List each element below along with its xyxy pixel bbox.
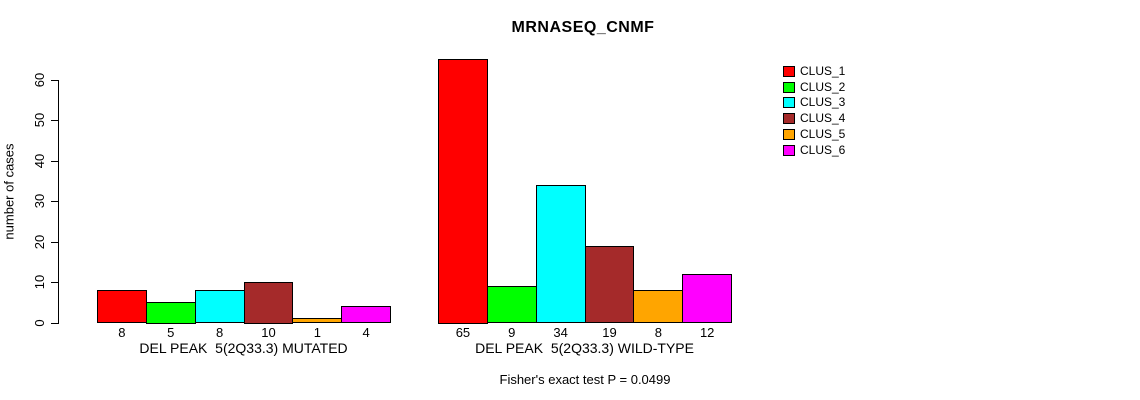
- fisher-test-caption: Fisher's exact test P = 0.0499: [499, 372, 671, 387]
- bar-value-label: 19: [602, 325, 617, 340]
- y-axis-label: number of cases: [1, 143, 17, 240]
- y-tick-label: 10: [32, 274, 47, 290]
- legend-color-box: [783, 128, 795, 140]
- legend-color-box: [783, 66, 795, 77]
- legend-color-box: [783, 81, 795, 93]
- legend-label: CLUS_6: [800, 142, 846, 157]
- group-label: DEL PEAK 5(2Q33.3) MUTATED: [139, 340, 348, 356]
- legend-color-box: [783, 144, 795, 156]
- y-tick-mark: [51, 241, 58, 243]
- bar: [682, 273, 733, 324]
- y-tick-label: 60: [32, 72, 47, 87]
- y-tick-label: 20: [32, 234, 47, 249]
- bar-value-label: 65: [455, 325, 471, 340]
- bar: [341, 306, 392, 324]
- bar-value-label: 10: [261, 325, 276, 340]
- bar-value-label: 8: [215, 325, 224, 340]
- bar: [243, 282, 294, 324]
- bar-value-label: 8: [118, 325, 126, 340]
- y-axis-line: [58, 79, 59, 324]
- y-tick-mark: [51, 201, 58, 202]
- bar-value-label: 12: [699, 325, 715, 340]
- legend-label: CLUS_2: [800, 79, 846, 94]
- bar-value-label: 1: [313, 325, 321, 340]
- bar: [97, 290, 147, 324]
- chart-title: MRNASEQ_CNMF: [511, 19, 655, 36]
- bar: [145, 302, 196, 324]
- bar: [633, 290, 684, 324]
- bar: [292, 318, 343, 324]
- legend-label: CLUS_4: [800, 111, 846, 126]
- legend-label: CLUS_1: [800, 64, 846, 78]
- legend-color-box: [783, 97, 795, 109]
- y-tick-mark: [51, 120, 58, 121]
- bar: [486, 286, 537, 324]
- legend-label: CLUS_5: [800, 126, 846, 141]
- y-tick-label: 50: [32, 112, 47, 128]
- group-label: DEL PEAK 5(2Q33.3) WILD-TYPE: [475, 340, 694, 356]
- bar-value-label: 34: [553, 325, 568, 340]
- bar: [438, 59, 488, 324]
- y-tick-label: 0: [32, 318, 47, 327]
- y-tick-label: 30: [32, 193, 47, 209]
- legend-label: CLUS_3: [800, 95, 846, 110]
- bar-value-label: 5: [167, 325, 175, 340]
- bar: [584, 245, 635, 324]
- y-tick-mark: [51, 160, 58, 162]
- bar: [535, 184, 586, 324]
- legend-color-box: [783, 113, 795, 125]
- y-tick-label: 40: [32, 153, 47, 168]
- bar-value-label: 8: [654, 325, 662, 340]
- bar: [194, 290, 245, 324]
- y-tick-mark: [51, 282, 58, 283]
- y-tick-mark: [51, 322, 58, 324]
- y-tick-mark: [51, 79, 58, 81]
- bar-value-label: 9: [508, 325, 516, 340]
- bar-value-label: 4: [362, 325, 370, 340]
